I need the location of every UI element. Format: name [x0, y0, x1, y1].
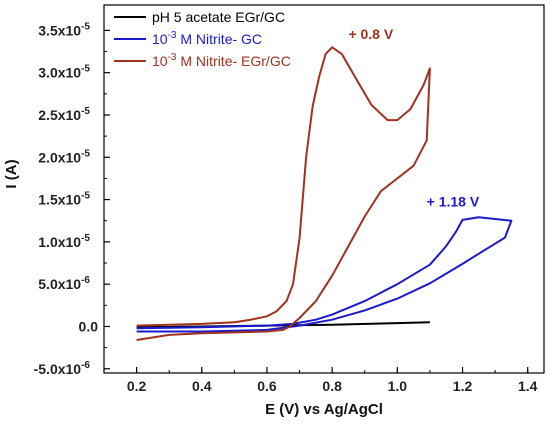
y-tick-label: 1.5x10-5 [38, 191, 90, 208]
y-tick-label: 3.5x10-5 [38, 21, 90, 38]
y-tick-label: 2.5x10-5 [38, 106, 90, 123]
x-tick-label: 1.4 [518, 378, 538, 394]
y-tick-label: 3.0x10-5 [38, 64, 90, 81]
peak-annotation-2: + 1.18 V [427, 193, 480, 209]
y-tick-label: 0.0 [79, 318, 99, 334]
y-tick-label: 1.0x10-5 [38, 233, 90, 250]
plot-frame [103, 4, 545, 374]
x-axis-title: E (V) vs Ag/AgCl [265, 401, 383, 418]
legend: pH 5 acetate EGr/GC 10-3 M Nitrite- GC 10-… [114, 9, 291, 69]
y-axis-title: I (A) [3, 159, 20, 188]
y-tick-label: 5.0x10-6 [38, 275, 90, 292]
legend-label-2: 10-3 M Nitrite- GC [152, 30, 262, 47]
series-layer [136, 46, 513, 341]
series-line-3 [136, 46, 431, 341]
x-tick-label: 1.2 [453, 378, 473, 394]
x-tick-label: 0.6 [257, 378, 277, 394]
y-tick-label: 2.0x10-5 [38, 148, 90, 165]
x-tick-label: 1.0 [388, 378, 408, 394]
x-tick-label: 0.8 [322, 378, 342, 394]
annotations: + 0.8 V + 1.18 V [348, 26, 479, 210]
axis-ticks: 0.2 0.4 0.6 0.8 1.0 1.2 1.4 3.5x10-5 3.0x10-5 2.5… [34, 21, 538, 394]
x-tick-label: 0.4 [192, 378, 212, 394]
peak-annotation-1: + 0.8 V [348, 26, 393, 42]
y-tick-label: -5.0x10-6 [34, 360, 91, 377]
legend-label-3: 10-3 M Nitrite- EGr/GC [152, 52, 291, 69]
x-tick-label: 0.2 [127, 378, 147, 394]
series-line-2 [136, 216, 513, 333]
legend-label-1: pH 5 acetate EGr/GC [152, 9, 285, 25]
